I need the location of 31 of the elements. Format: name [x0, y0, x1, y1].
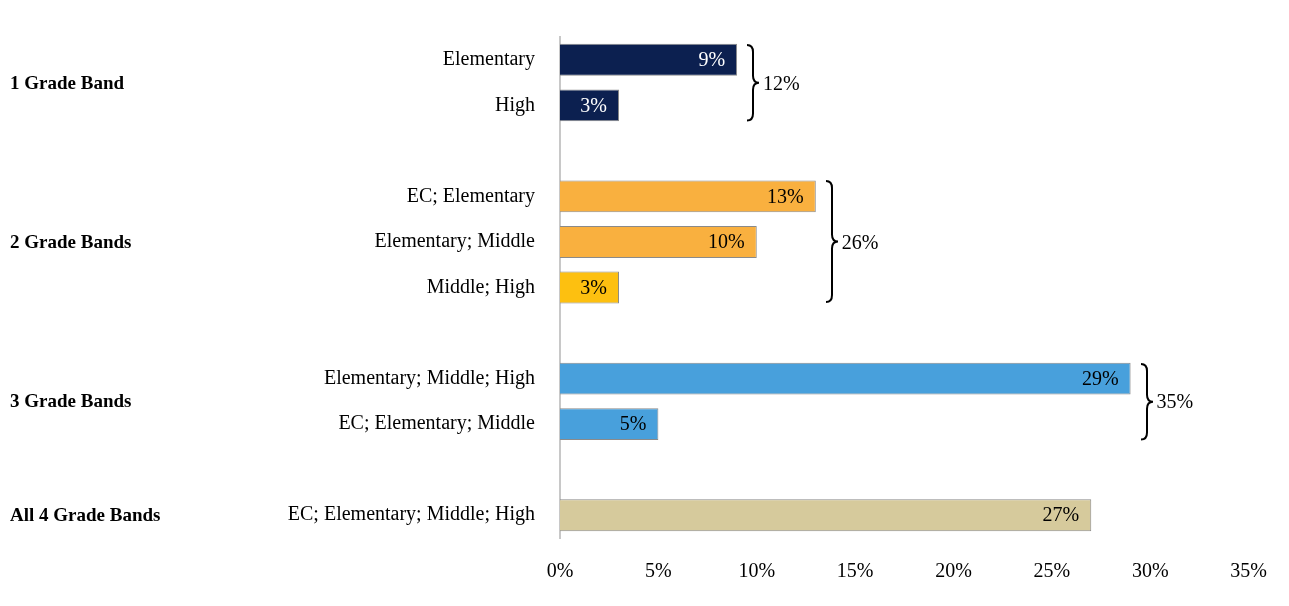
y-tick-label: High	[495, 92, 535, 116]
x-tick-label: 35%	[1230, 559, 1268, 582]
x-tick-label: 10%	[738, 559, 776, 582]
data-label: 5%	[619, 412, 647, 435]
data-label: 13%	[767, 184, 804, 207]
annotation: 26%	[841, 230, 879, 254]
data-label: 29%	[1081, 366, 1119, 389]
data-label: 9%	[698, 48, 726, 71]
annotation: 35%	[1156, 389, 1194, 413]
x-tick-label: 15%	[836, 559, 874, 582]
y-tick-label: Elementary; Middle	[374, 229, 536, 253]
x-tick-label: 30%	[1131, 559, 1169, 582]
y-tick-label: EC; Elementary	[406, 183, 535, 207]
y-tick-label: Middle; High	[426, 274, 535, 298]
y-tick-label: EC; Elementary; Middle; High	[287, 502, 535, 526]
annotation: 12%	[763, 71, 800, 95]
x-tick-label: 5%	[645, 559, 672, 582]
text: 3 Grade Bands	[10, 390, 132, 413]
y-tick-label: EC; Elementary; Middle	[338, 411, 536, 435]
text: All 4 Grade Bands	[10, 504, 161, 527]
x-tick-label: 20%	[935, 559, 972, 582]
text: 1 Grade Band	[10, 71, 125, 94]
data-label: 3%	[580, 275, 608, 298]
data-label: 10%	[708, 230, 745, 253]
x-tick-label: 25%	[1033, 559, 1071, 582]
y-tick-label: Elementary	[442, 47, 535, 71]
data-label: 3%	[580, 93, 608, 116]
x-tick-label: 0%	[546, 559, 574, 582]
data-label: 27%	[1042, 503, 1080, 526]
y-tick-label: Elementary; Middle; High	[323, 365, 535, 389]
text: 2 Grade Bands	[10, 230, 132, 253]
